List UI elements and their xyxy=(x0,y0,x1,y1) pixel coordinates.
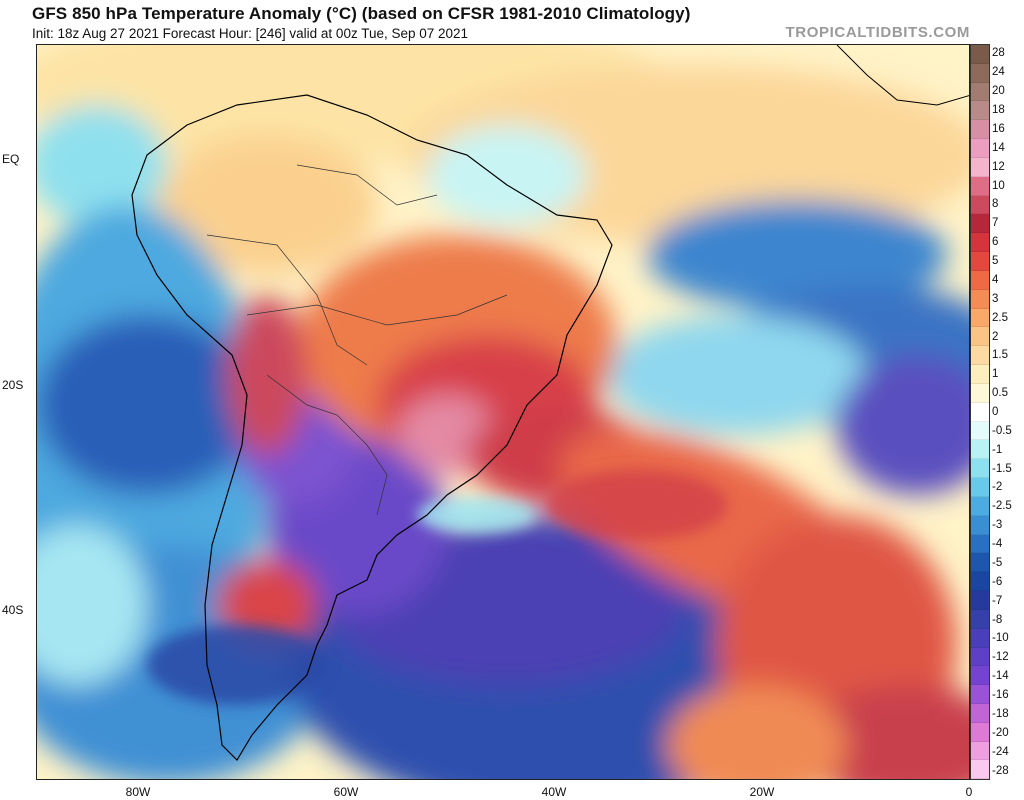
colorbar-label: 2 xyxy=(992,330,999,343)
colorbar-label: 28 xyxy=(992,47,1005,60)
colorbar-swatch xyxy=(971,534,989,554)
colorbar-label: 20 xyxy=(992,85,1005,98)
colorbar-swatch xyxy=(971,157,989,177)
colorbar-swatch xyxy=(971,685,989,704)
colorbar-label: 3 xyxy=(992,292,999,305)
colorbar-label: 16 xyxy=(992,122,1005,135)
colorbar-swatch xyxy=(971,703,989,723)
colorbar-label: -8 xyxy=(992,613,1003,626)
map-subtitle: Init: 18z Aug 27 2021 Forecast Hour: [24… xyxy=(32,26,469,41)
lon-label-0: 0 xyxy=(965,785,973,799)
colorbar-label: 10 xyxy=(992,179,1005,192)
colorbar-label: -6 xyxy=(992,575,1003,588)
colorbar-swatch xyxy=(971,496,989,516)
colorbar-swatch xyxy=(971,346,989,366)
lat-label-40s: 40S xyxy=(2,603,24,617)
colorbar-swatch xyxy=(971,289,989,309)
colorbar-swatch xyxy=(971,741,989,761)
colorbar-label: -20 xyxy=(992,726,1009,739)
colorbar-swatch xyxy=(971,440,989,460)
colorbar-swatch xyxy=(971,628,989,648)
colorbar-swatch xyxy=(971,120,989,140)
colorbar-label: 4 xyxy=(992,273,999,286)
colorbar-swatch xyxy=(971,139,989,158)
colorbar-label: -2 xyxy=(992,481,1003,494)
colorbar-swatch xyxy=(971,195,989,215)
colorbar-label: -18 xyxy=(992,707,1009,720)
colorbar-swatch xyxy=(971,647,989,667)
colorbar-swatch xyxy=(971,82,989,102)
colorbar-swatch xyxy=(971,365,989,384)
lat-label-20s: 20S xyxy=(2,378,24,392)
colorbar-label: 1 xyxy=(992,368,999,381)
colorbar-swatch xyxy=(971,63,989,83)
colorbar-label: 6 xyxy=(992,236,999,249)
colorbar-swatch xyxy=(971,591,989,610)
colorbar-swatch xyxy=(971,214,989,234)
colorbar-swatch xyxy=(971,383,989,403)
colorbar-label: 18 xyxy=(992,104,1005,117)
lon-label-40w: 40W xyxy=(541,785,567,799)
colorbar-label: 12 xyxy=(992,160,1005,173)
colorbar-label: -5 xyxy=(992,556,1003,569)
colorbar-labels: 28 24 20 18 16 14 12 10 8 7 6 5 4 3 2.5 2 1.5 1 0.5 0 -0.5 -1… xyxy=(992,44,1024,780)
colorbar-swatch xyxy=(971,572,989,592)
lon-label-60w: 60W xyxy=(333,785,359,799)
lat-label-eq: EQ xyxy=(2,152,20,166)
colorbar-swatch xyxy=(971,45,989,64)
colorbar-swatch xyxy=(971,176,989,196)
colorbar-swatch xyxy=(971,666,989,686)
colorbar-swatch xyxy=(971,478,989,497)
colorbar-label: 14 xyxy=(992,141,1005,154)
colorbar-swatch xyxy=(971,760,989,780)
colorbar-label: 0.5 xyxy=(992,387,1008,400)
colorbar-swatch xyxy=(971,421,989,441)
colorbar-label: -3 xyxy=(992,519,1003,532)
colorbar-label: 2.5 xyxy=(992,311,1008,324)
anomaly-map xyxy=(36,44,970,780)
colorbar-label: -7 xyxy=(992,594,1003,607)
colorbar-swatch xyxy=(971,722,989,742)
colorbar-label: 8 xyxy=(992,198,999,211)
colorbar-swatch xyxy=(971,553,989,573)
colorbar-label: -16 xyxy=(992,689,1009,702)
colorbar-label: 5 xyxy=(992,255,999,268)
colorbar-swatch xyxy=(971,308,989,328)
colorbar-swatch xyxy=(971,515,989,535)
lon-label-20w: 20W xyxy=(749,785,775,799)
colorbar-swatch xyxy=(971,233,989,253)
colorbar-label: 1.5 xyxy=(992,349,1008,362)
lon-label-80w: 80W xyxy=(125,785,151,799)
brand-watermark: TROPICALTIDBITS.COM xyxy=(785,24,970,41)
colorbar-label: -14 xyxy=(992,670,1009,683)
colorbar-label: -28 xyxy=(992,764,1009,777)
colorbar-label: -2.5 xyxy=(992,500,1012,513)
colorbar-label: -10 xyxy=(992,632,1009,645)
colorbar-swatch xyxy=(971,327,989,347)
colorbar-swatch xyxy=(971,252,989,271)
colorbar-swatch xyxy=(971,101,989,121)
colorbar-label: 0 xyxy=(992,406,999,418)
colorbar-swatch xyxy=(971,459,989,479)
colorbar-label: -1.5 xyxy=(992,462,1012,475)
colorbar-label: 7 xyxy=(992,217,999,230)
colorbar-label: -1 xyxy=(992,443,1003,456)
colorbar xyxy=(970,44,990,780)
colorbar-swatch xyxy=(971,270,989,290)
colorbar-label: -0.5 xyxy=(992,424,1012,437)
colorbar-swatch xyxy=(971,609,989,629)
colorbar-label: -4 xyxy=(992,538,1003,551)
map-title: GFS 850 hPa Temperature Anomaly (°C) (ba… xyxy=(32,4,691,23)
colorbar-swatch xyxy=(971,402,989,422)
colorbar-label: -24 xyxy=(992,745,1009,758)
colorbar-label: -12 xyxy=(992,651,1009,664)
colorbar-label: 24 xyxy=(992,66,1005,79)
